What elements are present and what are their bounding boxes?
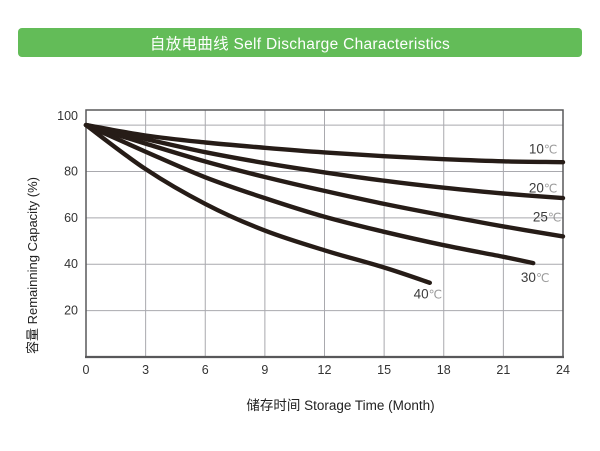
chart-title-text: 自放电曲线 Self Discharge Characteristics [149, 35, 451, 53]
x-tick-label: 18 [437, 363, 451, 377]
curve-30c [83, 122, 536, 266]
self-discharge-chart: 10℃ 20℃ 25℃ 30℃ 40℃ 0 3 6 9 12 15 18 21 24 20 40 60 80 100… [25, 109, 570, 413]
curve-label-20c: 20℃ [529, 181, 558, 196]
x-tick-label: 0 [83, 363, 90, 377]
x-tick-label: 24 [556, 363, 570, 377]
y-tick-label: 20 [64, 304, 78, 318]
x-tick-label: 12 [318, 363, 332, 377]
curve-40c [83, 122, 432, 285]
x-tick-label: 6 [202, 363, 209, 377]
x-tick-label: 15 [377, 363, 391, 377]
y-axis-title: 容量 Remainning Capacity (%) [25, 177, 40, 354]
x-tick-label: 21 [496, 363, 510, 377]
x-tick-label: 9 [261, 363, 268, 377]
y-tick-label: 60 [64, 211, 78, 225]
x-tick-label: 3 [142, 363, 149, 377]
curve-25c [83, 122, 566, 239]
y-tick-label: 100 [57, 109, 78, 123]
y-tick-label: 40 [64, 257, 78, 271]
curve-10c [83, 122, 566, 165]
curve-label-40c: 40℃ [414, 287, 443, 302]
chart-title-bar: 自放电曲线 Self Discharge Characteristics [18, 28, 582, 57]
curve-20c [83, 122, 566, 201]
curve-label-10c: 10℃ [529, 142, 558, 157]
curve-label-30c: 30℃ [521, 270, 550, 285]
curve-label-25c: 25℃ [533, 210, 562, 225]
y-tick-label: 80 [64, 164, 78, 178]
x-axis-title: 储存时间 Storage Time (Month) [246, 398, 434, 413]
